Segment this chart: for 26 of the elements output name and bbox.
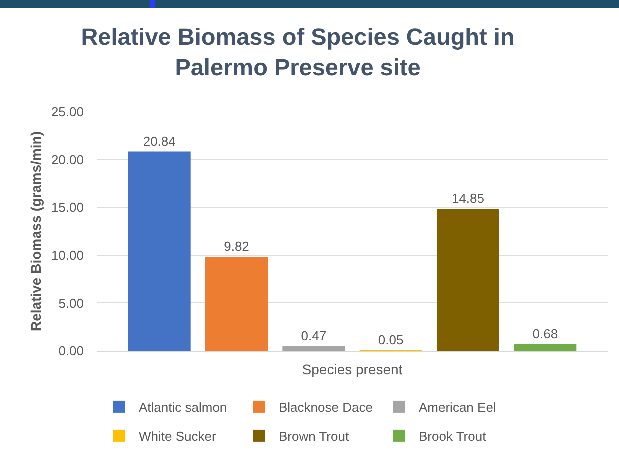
bar [206,257,268,351]
y-axis-title: Relative Biomass (grams/min) [28,132,44,332]
bar [514,344,577,351]
bar [128,152,191,351]
chart-title: Relative Biomass of Species Caught in Palermo Preserve site [81,24,515,81]
y-tick-label: 25.00 [51,104,84,120]
y-tick-label: 5.00 [58,296,84,311]
legend-label: Atlantic salmon [139,400,228,416]
y-tick-label: 10.00 [51,248,84,263]
data-label: 14.85 [452,191,485,206]
y-tick-label: 0.00 [58,344,84,359]
data-label: 0.47 [301,328,327,344]
y-tick-label: 15.00 [51,200,84,216]
legend-label: Brown Trout [279,429,350,444]
legend-label: Brook Trout [419,429,487,444]
data-label: 0.68 [532,326,558,342]
bar [282,346,346,351]
legend-label: American Eel [419,400,496,416]
bar [436,209,500,351]
data-label: 0.05 [378,332,404,348]
x-axis-title: Species present [302,361,403,378]
legend-label: White Sucker [139,429,217,444]
data-label: 20.84 [143,134,176,149]
legend-label: Blacknose Dace [279,400,373,416]
data-label: 9.82 [224,239,250,254]
y-tick-label: 20.00 [51,152,84,168]
